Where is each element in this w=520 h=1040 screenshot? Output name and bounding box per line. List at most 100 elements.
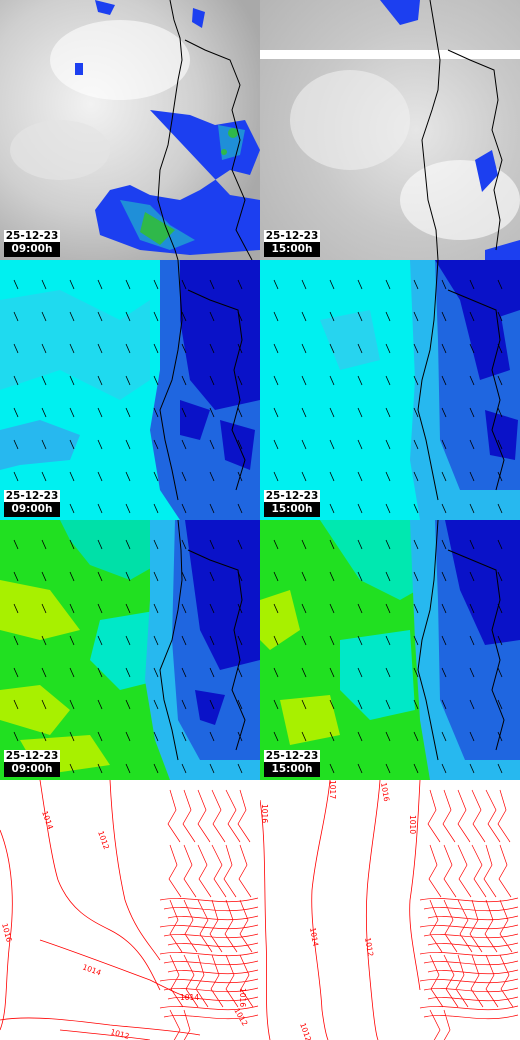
wind-arrow xyxy=(441,471,447,482)
wind-arrow xyxy=(357,343,363,354)
wind-arrow xyxy=(329,439,335,450)
wind-arrow xyxy=(273,731,279,742)
gust-map-graphic xyxy=(0,520,260,780)
wind-arrow xyxy=(385,279,391,290)
wind-arrow xyxy=(153,471,159,482)
wind-arrow xyxy=(301,311,307,322)
wind-arrow xyxy=(329,667,335,678)
wind-arrow xyxy=(41,539,47,550)
wind-arrow xyxy=(441,603,447,614)
map-time-label: 09:00h xyxy=(4,502,60,517)
wind-arrow xyxy=(441,763,447,774)
wind-arrow xyxy=(237,699,243,710)
wind-arrow xyxy=(301,667,307,678)
wind-arrow xyxy=(441,667,447,678)
wind-arrow xyxy=(181,471,187,482)
wind-arrow xyxy=(69,279,75,290)
wind-arrow xyxy=(469,375,475,386)
wind-arrow xyxy=(41,407,47,418)
wind-arrow xyxy=(469,699,475,710)
wind-arrow xyxy=(357,311,363,322)
wind-map-1500: 25-12-23 15:00h xyxy=(260,260,520,520)
pressure-map-left: 1014 1012 1016 1014 1014 1016 1012 1012 xyxy=(0,780,260,1040)
wind-arrow xyxy=(97,439,103,450)
wind-arrow xyxy=(329,763,335,774)
wind-arrow xyxy=(301,603,307,614)
wind-arrow xyxy=(385,571,391,582)
wind-arrow xyxy=(181,763,187,774)
wind-arrow xyxy=(153,311,159,322)
wind-arrow xyxy=(153,571,159,582)
wind-arrow xyxy=(69,439,75,450)
wind-arrow xyxy=(413,375,419,386)
wind-arrow xyxy=(181,503,187,514)
wind-arrow xyxy=(13,343,19,354)
wind-arrow xyxy=(441,279,447,290)
wind-arrow xyxy=(97,763,103,774)
wind-arrow xyxy=(413,763,419,774)
wind-arrow xyxy=(329,539,335,550)
wind-arrow xyxy=(13,603,19,614)
wind-arrow xyxy=(301,375,307,386)
wind-arrow xyxy=(97,503,103,514)
wind-arrow xyxy=(125,343,131,354)
wind-arrow xyxy=(413,471,419,482)
wind-arrow xyxy=(329,407,335,418)
wind-arrow xyxy=(385,407,391,418)
wind-arrow xyxy=(357,603,363,614)
timestamp-badge: 25-12-23 09:00h xyxy=(4,490,60,517)
map-date-label: 25-12-23 xyxy=(264,490,320,502)
wind-arrow xyxy=(385,439,391,450)
wind-arrow xyxy=(273,539,279,550)
wind-arrow xyxy=(41,571,47,582)
timestamp-badge: 25-12-23 09:00h xyxy=(4,750,60,777)
wind-arrow xyxy=(385,667,391,678)
wind-arrow xyxy=(273,407,279,418)
wind-arrow xyxy=(209,375,215,386)
wind-arrow xyxy=(329,375,335,386)
wind-arrow xyxy=(357,699,363,710)
wind-arrow xyxy=(329,343,335,354)
isobar-label: 1016 xyxy=(238,988,247,1007)
wind-arrow xyxy=(125,279,131,290)
wind-arrow xyxy=(469,471,475,482)
wind-arrow xyxy=(69,699,75,710)
wind-arrow xyxy=(125,667,131,678)
wind-arrow xyxy=(469,603,475,614)
timestamp-badge: 25-12-23 15:00h xyxy=(264,230,320,257)
wind-arrow xyxy=(357,539,363,550)
wind-arrow xyxy=(273,311,279,322)
wind-arrow xyxy=(41,635,47,646)
wind-arrow xyxy=(69,603,75,614)
wind-arrow xyxy=(181,439,187,450)
wind-arrow xyxy=(41,311,47,322)
wind-arrow xyxy=(413,731,419,742)
wind-arrow xyxy=(153,731,159,742)
wind-arrow xyxy=(97,279,103,290)
map-time-label: 15:00h xyxy=(264,502,320,517)
wind-arrow xyxy=(97,539,103,550)
wind-arrow xyxy=(13,539,19,550)
wind-arrow xyxy=(125,763,131,774)
wind-arrow xyxy=(69,407,75,418)
wind-arrow xyxy=(181,375,187,386)
wind-arrow xyxy=(385,471,391,482)
map-time-label: 09:00h xyxy=(4,762,60,777)
wind-arrow xyxy=(413,603,419,614)
wind-arrow xyxy=(237,375,243,386)
wind-arrow xyxy=(469,731,475,742)
wind-arrow xyxy=(329,471,335,482)
wind-arrow xyxy=(209,503,215,514)
wind-arrow xyxy=(181,343,187,354)
wind-arrow xyxy=(441,571,447,582)
wind-arrow xyxy=(97,407,103,418)
wind-arrow xyxy=(125,375,131,386)
wind-arrow xyxy=(497,571,503,582)
wind-arrow xyxy=(69,731,75,742)
wind-arrow xyxy=(441,635,447,646)
wind-arrow xyxy=(125,407,131,418)
wind-arrow xyxy=(41,731,47,742)
wind-arrow xyxy=(357,731,363,742)
wind-arrow xyxy=(13,635,19,646)
wind-arrow xyxy=(181,731,187,742)
